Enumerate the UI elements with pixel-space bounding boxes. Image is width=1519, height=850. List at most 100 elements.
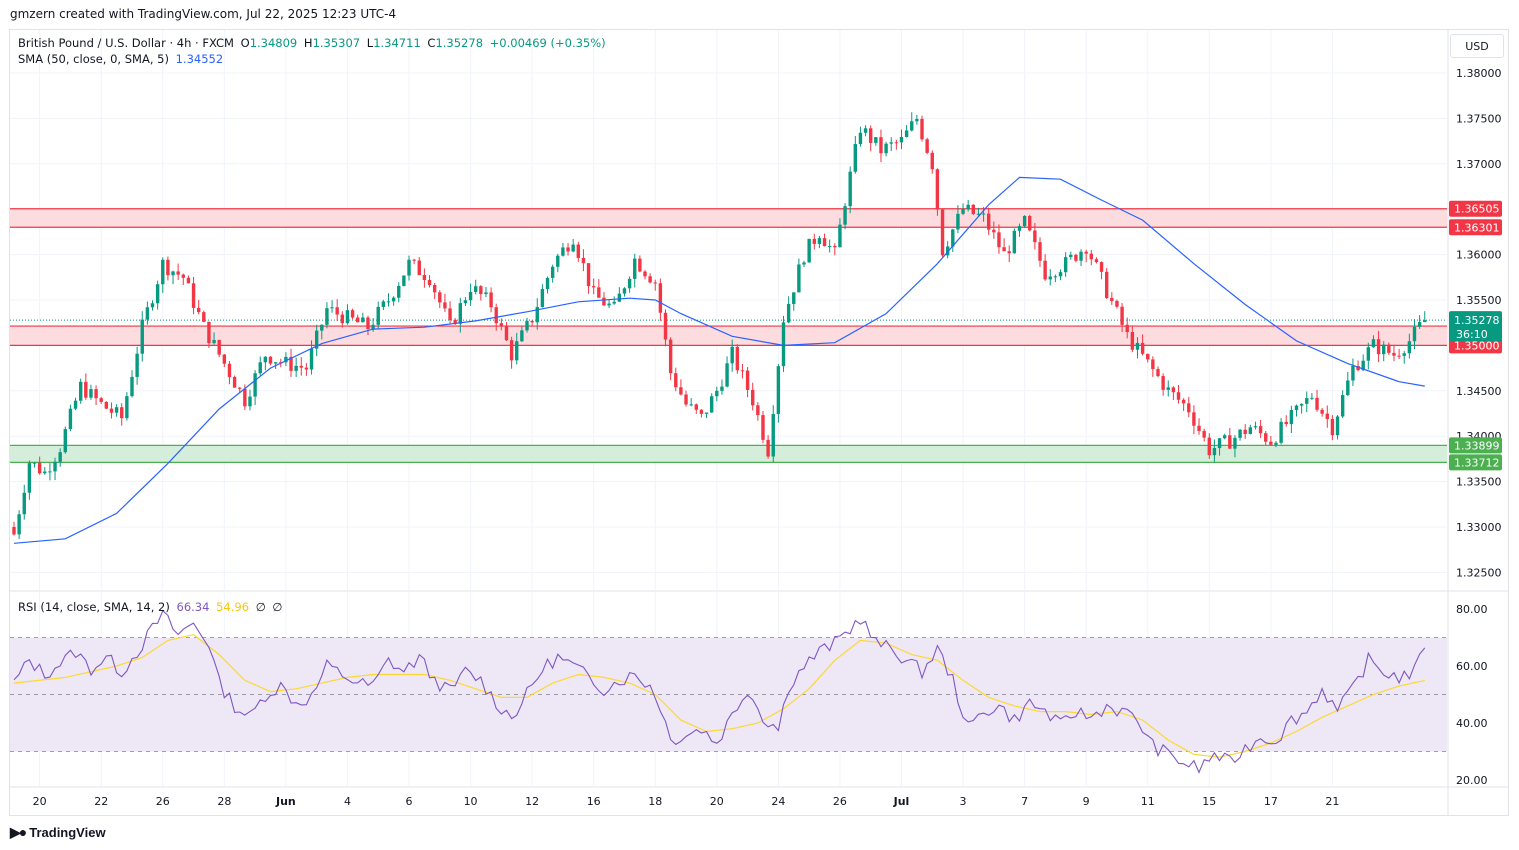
candle-body <box>1361 360 1365 371</box>
candle-body <box>43 471 47 474</box>
candle-body <box>709 396 714 413</box>
time-axis-tick: 11 <box>1141 795 1155 808</box>
candle-body <box>196 307 201 313</box>
candle-body <box>397 285 401 298</box>
candle-body <box>1202 430 1206 438</box>
candle-body <box>1125 324 1129 333</box>
candle-body <box>468 291 473 301</box>
candle-body <box>633 258 637 279</box>
rsi-axis-tick: 80.00 <box>1456 603 1488 616</box>
candle-body <box>1028 215 1032 231</box>
candle-body <box>212 339 216 344</box>
candle-body <box>581 257 586 264</box>
candle-body <box>1351 365 1355 381</box>
candle-body <box>120 407 124 419</box>
candle-body <box>176 271 180 275</box>
price-label-box <box>1449 454 1502 471</box>
candle-body <box>1181 399 1186 404</box>
candle-body <box>627 278 632 289</box>
time-axis-tick: 4 <box>344 795 351 808</box>
candle-body <box>37 462 42 474</box>
candle-body <box>586 263 591 287</box>
candle-body <box>643 271 647 277</box>
candle-body <box>1146 353 1150 360</box>
candle-body <box>715 390 719 397</box>
candle-body <box>792 292 796 304</box>
candle-body <box>807 238 811 263</box>
candle-body <box>345 310 350 324</box>
candle-body <box>53 461 57 472</box>
candle-body <box>104 401 109 409</box>
candle-body <box>879 137 883 154</box>
time-axis-tick: 6 <box>406 795 413 808</box>
rsi-legend[interactable]: RSI (14, close, SMA, 14, 2) 66.34 54.96 … <box>18 600 285 614</box>
candle-body <box>858 132 863 145</box>
candle-body <box>653 282 657 284</box>
price-label-box <box>1449 437 1502 454</box>
price-axis-tick: 1.36000 <box>1456 249 1502 262</box>
currency-button[interactable]: USD <box>1450 34 1504 58</box>
candle-body <box>1417 322 1422 327</box>
candle-body <box>207 321 211 344</box>
candle-body <box>797 264 801 293</box>
candle-body <box>99 398 103 402</box>
candle-body <box>222 354 227 364</box>
candle-body <box>920 118 924 140</box>
rsi-name[interactable]: RSI (14, close, SMA, 14, 2) <box>18 600 170 614</box>
candle-body <box>607 303 611 306</box>
main-legend[interactable]: British Pound / U.S. Dollar · 4h · FXCM … <box>18 36 609 50</box>
candle-body <box>827 245 832 247</box>
candle-body <box>412 259 416 261</box>
candle-body <box>314 330 319 349</box>
candle-body <box>1156 369 1160 377</box>
credit-text: gmzern created with TradingView.com, Jul… <box>10 7 397 21</box>
candle-body <box>1310 397 1314 399</box>
candle-body <box>889 142 893 144</box>
candle-body <box>504 325 509 341</box>
tradingview-logo[interactable]: ▶● TradingView <box>10 824 106 841</box>
rsi-axis-tick: 60.00 <box>1456 660 1488 673</box>
sma-legend[interactable]: SMA (50, close, 0, SMA, 5) 1.34552 <box>18 52 226 66</box>
sma-name[interactable]: SMA (50, close, 0, SMA, 5) <box>18 52 169 66</box>
zone-resistance <box>10 208 1447 228</box>
candle-body <box>1423 320 1427 323</box>
candle-body <box>125 396 129 419</box>
candle-body <box>956 213 960 230</box>
time-axis-tick: 7 <box>1021 795 1028 808</box>
price-axis-tick: 1.34500 <box>1456 385 1502 398</box>
candle-body <box>258 362 262 374</box>
rsi-extra-1: ∅ <box>255 600 266 614</box>
candle-body <box>730 346 734 364</box>
candle-body <box>1002 247 1006 252</box>
candle-body <box>751 389 755 406</box>
rsi-axis-tick: 40.00 <box>1456 717 1488 730</box>
change-value: +0.00469 (+0.35%) <box>489 36 606 50</box>
candle-body <box>89 389 93 398</box>
rsi-value: 66.34 <box>176 600 210 614</box>
candle-body <box>1228 435 1232 449</box>
time-axis-tick: 26 <box>156 795 170 808</box>
candle-body <box>771 414 775 457</box>
symbol-name[interactable]: British Pound / U.S. Dollar · 4h · FXCM <box>18 36 234 50</box>
candle-body <box>1330 418 1335 436</box>
candle-body <box>407 259 411 276</box>
candle-body <box>1402 353 1406 356</box>
candle-body <box>350 310 355 318</box>
candle-body <box>992 229 996 233</box>
price-label-box <box>1449 200 1502 217</box>
candle-body <box>940 209 945 256</box>
candle-body <box>853 144 858 172</box>
rsi-band <box>10 637 1447 752</box>
time-axis-tick: Jun <box>275 795 296 808</box>
candle-body <box>899 137 904 143</box>
price-axis-tick: 1.32500 <box>1456 566 1502 579</box>
candle-body <box>145 307 150 320</box>
price-label-box <box>1449 337 1502 354</box>
candle-body <box>1294 405 1299 411</box>
candle-body <box>571 244 575 252</box>
chart-frame[interactable] <box>9 29 1509 816</box>
candle-body <box>150 303 155 308</box>
candle-body <box>294 365 298 371</box>
candle-body <box>202 312 206 322</box>
